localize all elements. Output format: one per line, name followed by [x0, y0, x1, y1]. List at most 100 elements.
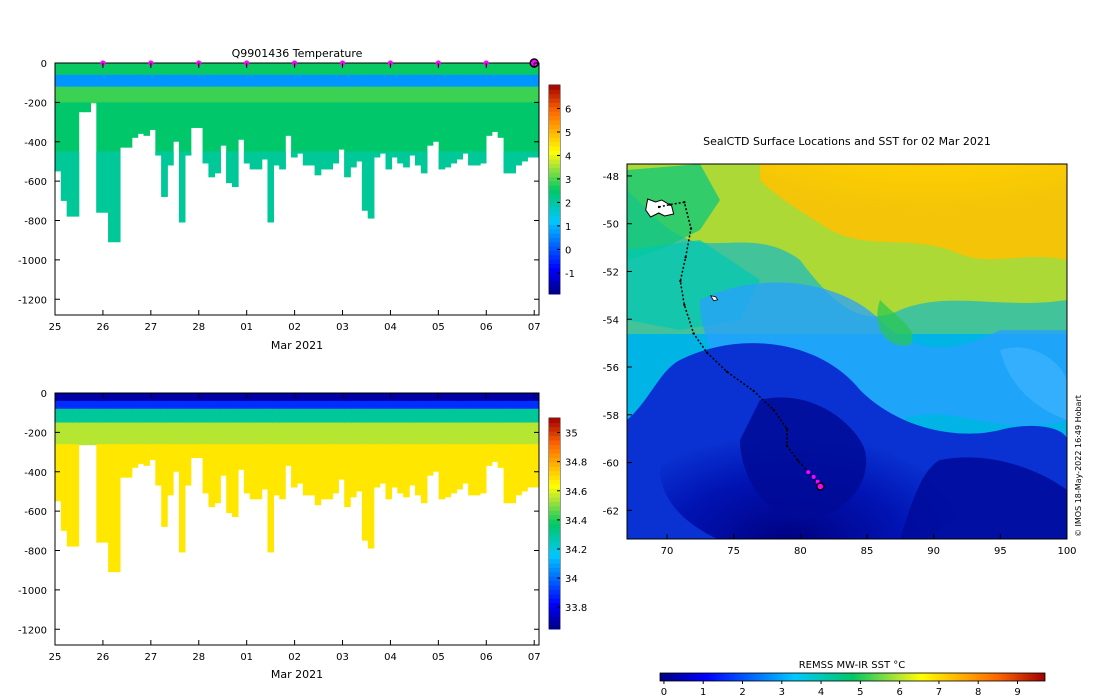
colorbar-segment: [549, 541, 560, 546]
mixed-layer-cell: [232, 63, 239, 76]
mixed-layer-cell: [102, 63, 109, 76]
profile-column: [149, 63, 156, 130]
deep-cell: [456, 151, 463, 160]
deep-cell: [196, 444, 204, 458]
mixed-layer-cell: [78, 63, 86, 76]
colorbar-segment: [549, 206, 560, 212]
y-tick-label: -48: [603, 172, 619, 183]
deep-cell: [308, 444, 316, 496]
halocline-cell: [243, 400, 251, 410]
transition-cell: [261, 422, 269, 446]
profile-column: [426, 63, 434, 146]
thermocline-cell: [409, 74, 416, 88]
x-tick-label: 28: [192, 322, 205, 333]
deep-cell: [302, 444, 310, 496]
profile-column: [208, 63, 215, 178]
halocline-cell: [314, 400, 322, 410]
halocline-cell: [503, 408, 511, 424]
colorbar-segment: [549, 119, 560, 125]
transition-cell: [444, 422, 452, 446]
deep-cell: [208, 102, 215, 178]
transition-cell: [143, 422, 151, 446]
halocline-cell: [90, 400, 97, 410]
surface-cell: [361, 393, 369, 402]
upper-cell: [178, 86, 186, 104]
mixed-layer-cell: [356, 63, 363, 76]
mixed-layer-cell: [361, 63, 369, 76]
halocline-cell: [409, 408, 416, 424]
upper-cell: [96, 86, 103, 104]
salinity-y-axis: 0 -200 -400 -600 -800 -1000 -1200: [18, 389, 539, 636]
colorbar-segment: [549, 576, 560, 582]
deep-cell: [167, 151, 174, 166]
colorbar-segment: [549, 163, 560, 169]
halocline-cell: [361, 408, 369, 424]
mixed-layer-cell: [462, 63, 469, 76]
halocline-cell: [237, 408, 245, 424]
deep-cell: [373, 151, 381, 158]
upper-cell: [420, 86, 428, 104]
deep-cell: [173, 102, 180, 142]
temperature-profiles: [55, 63, 539, 243]
profile-column: [509, 63, 516, 174]
surface-cell: [273, 393, 280, 402]
colorbar-segment: [549, 461, 560, 467]
colorbar-segment: [549, 554, 560, 560]
transition-cell: [503, 422, 511, 446]
deep-cell: [485, 102, 493, 136]
halocline-cell: [261, 408, 269, 424]
halocline-cell: [55, 408, 62, 424]
mixed-layer-cell: [202, 63, 210, 76]
thermocline-cell: [297, 74, 304, 88]
profile-column: [344, 393, 351, 508]
halocline-cell: [155, 408, 162, 424]
halocline-cell: [202, 400, 210, 410]
upper-cell: [237, 86, 245, 104]
thermocline-cell: [503, 74, 511, 88]
colorbar-segment: [549, 492, 560, 498]
profile-column: [468, 393, 475, 496]
profile-column: [143, 393, 151, 466]
profile-column: [90, 393, 97, 446]
transition-cell: [184, 422, 192, 446]
halocline-cell: [474, 408, 481, 424]
y-tick-label: -200: [24, 98, 47, 109]
halocline-cell: [119, 408, 127, 424]
transition-cell: [385, 422, 393, 446]
profile-column: [332, 63, 339, 164]
halocline-cell: [178, 408, 186, 424]
colorbar-segment: [549, 159, 560, 164]
halocline-cell: [444, 400, 452, 410]
halocline-cell: [397, 400, 404, 410]
profile-column: [533, 393, 539, 488]
thermocline-cell: [420, 74, 428, 88]
profile-column: [125, 63, 133, 148]
profile-column: [155, 393, 162, 486]
upper-cell: [515, 86, 522, 104]
upper-cell: [503, 86, 511, 104]
deep-cell: [155, 444, 162, 486]
transition-cell: [202, 422, 210, 446]
deep-cell: [432, 102, 440, 142]
profile-column: [432, 393, 440, 472]
upper-cell: [391, 86, 398, 104]
deep-cell: [96, 444, 103, 543]
colorbar-segment: [549, 246, 560, 251]
mixed-layer-cell: [350, 63, 357, 76]
deep-cell: [409, 151, 416, 156]
colorbar-segment: [549, 272, 560, 278]
profile-column: [137, 393, 145, 464]
halocline-cell: [385, 400, 393, 410]
colorbar-segment: [549, 602, 560, 608]
thermocline-cell: [491, 74, 499, 88]
upper-cell: [84, 86, 92, 104]
halocline-cell: [220, 400, 227, 410]
y-tick-label: -62: [603, 506, 619, 517]
halocline-cell: [438, 408, 446, 424]
y-tick-label: -56: [603, 363, 619, 374]
colorbar-tick-label: 0: [661, 687, 667, 698]
transition-cell: [214, 422, 221, 446]
deep-cell: [344, 102, 351, 178]
colorbar-segment: [549, 483, 560, 489]
halocline-cell: [314, 408, 322, 424]
